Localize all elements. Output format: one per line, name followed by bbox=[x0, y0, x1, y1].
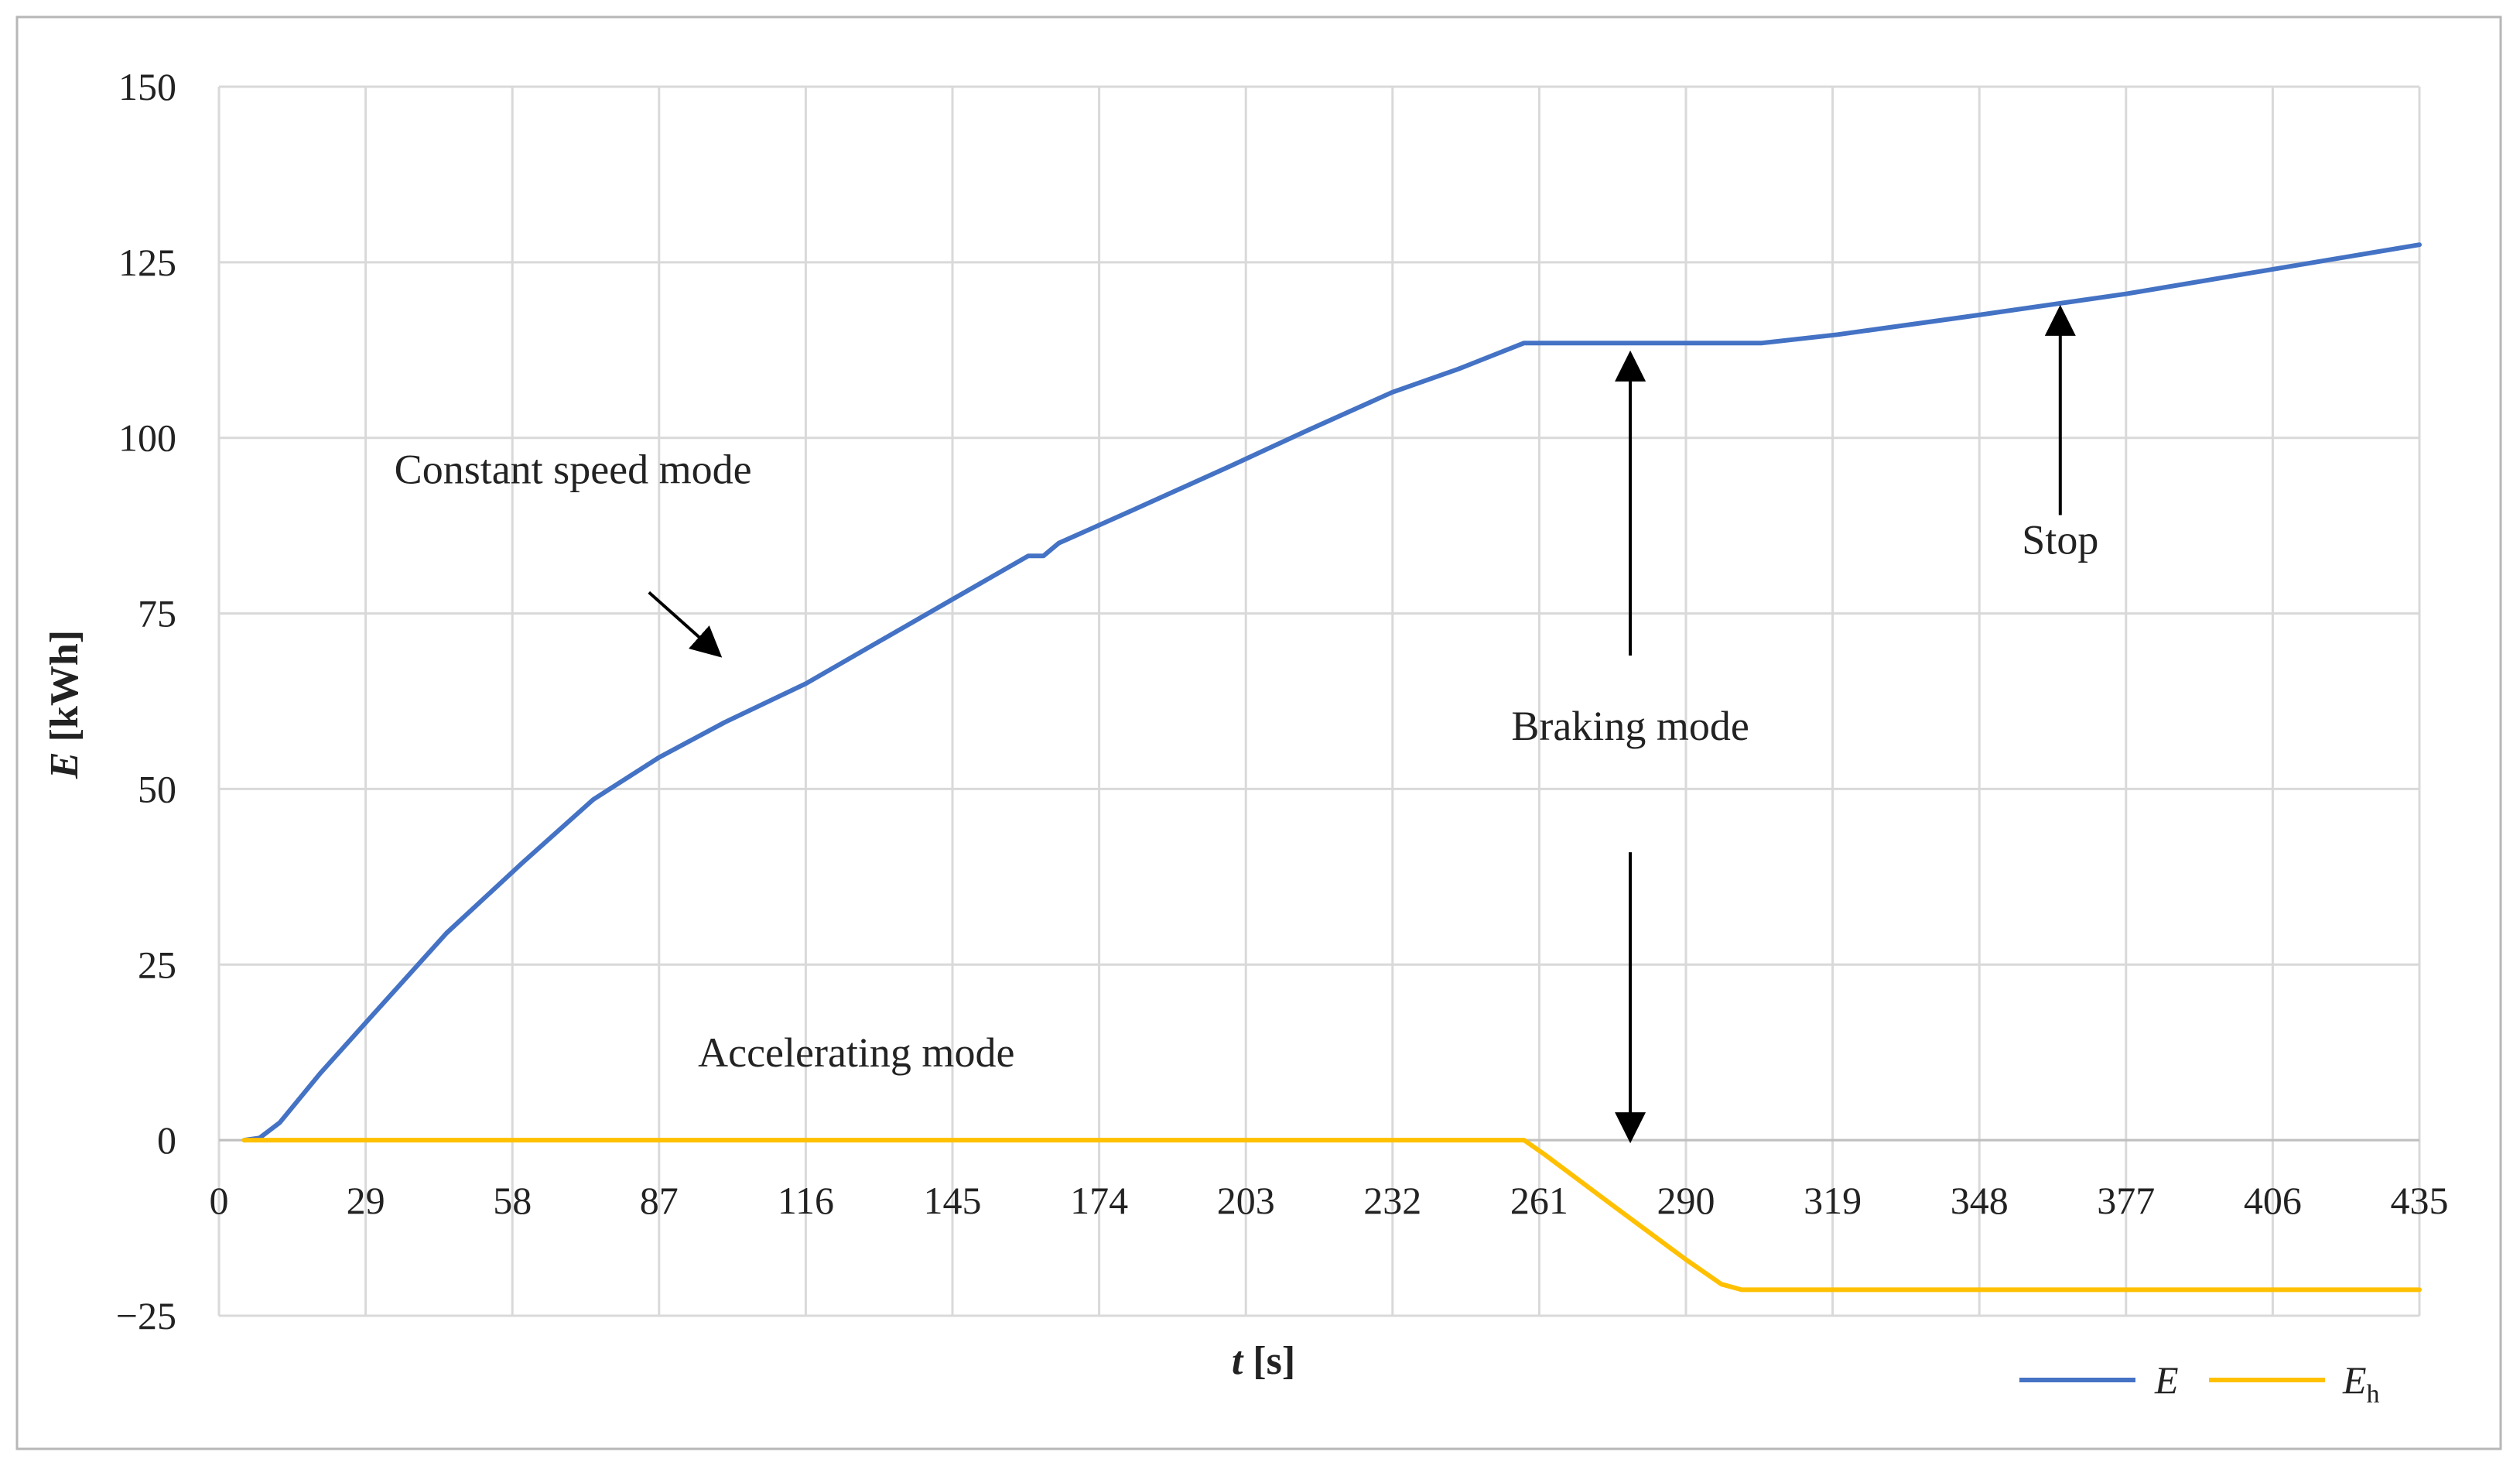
y-tick-label: 100 bbox=[118, 416, 176, 460]
x-tick-label: 203 bbox=[1217, 1179, 1275, 1222]
x-tick-label: 435 bbox=[2391, 1179, 2449, 1222]
series-layer bbox=[241, 242, 2422, 1293]
x-tick-label: 29 bbox=[347, 1179, 385, 1222]
annotation-accelerating-mode-label: Accelerating mode bbox=[698, 1029, 1014, 1076]
x-tick-label: 348 bbox=[1951, 1179, 2009, 1222]
x-tick-label: 232 bbox=[1363, 1179, 1421, 1222]
x-tick-label: 87 bbox=[640, 1179, 679, 1222]
x-tick-label: 290 bbox=[1657, 1179, 1715, 1222]
annotation-stop-label: Stop bbox=[2022, 516, 2098, 563]
x-tick-label: 58 bbox=[493, 1179, 532, 1222]
y-axis-title-symbol: E bbox=[43, 752, 87, 779]
annotation-braking-mode-label: Braking mode bbox=[1511, 703, 1749, 749]
x-axis-title: t [s] bbox=[1232, 1339, 1295, 1383]
y-tick-label: 0 bbox=[157, 1118, 176, 1162]
legend: E Eh bbox=[2019, 1358, 2380, 1409]
series-eh-line bbox=[241, 1138, 2422, 1293]
annotation-constant-speed-mode-label: Constant speed mode bbox=[395, 447, 752, 493]
legend-label-eh: Eh bbox=[2342, 1358, 2380, 1409]
x-tick-label: 319 bbox=[1804, 1179, 1862, 1222]
y-tick-label: 150 bbox=[118, 65, 176, 108]
x-tick-label: 261 bbox=[1510, 1179, 1568, 1222]
x-tick-label: 145 bbox=[924, 1179, 982, 1222]
x-tick-label: 116 bbox=[778, 1179, 834, 1222]
y-tick-label: 75 bbox=[138, 592, 176, 635]
legend-label-eh-base: E bbox=[2342, 1358, 2367, 1402]
y-tick-label: −25 bbox=[116, 1294, 176, 1337]
y-axis-title-unit: [kWh] bbox=[43, 630, 87, 752]
x-tick-label: 0 bbox=[210, 1179, 229, 1222]
legend-label-e: E bbox=[2154, 1358, 2179, 1402]
y-axis-title: E [kWh] bbox=[43, 630, 87, 779]
y-axis-tick-labels: −25 0 25 50 75 100 125 150 bbox=[116, 65, 176, 1337]
y-tick-label: 25 bbox=[138, 943, 176, 986]
x-axis-tick-labels: 0 29 58 87 116 145 174 203 232 261 290 319 348 377 406… bbox=[210, 1179, 2449, 1222]
annotation-constant-speed-mode-arrow bbox=[648, 591, 723, 658]
x-tick-label: 174 bbox=[1070, 1179, 1128, 1222]
x-axis-title-unit: [s] bbox=[1243, 1339, 1295, 1383]
annotations: Constant speed mode Braking mode Stop Accel… bbox=[395, 304, 2098, 1144]
series-e-line bbox=[241, 242, 2422, 1143]
x-tick-label: 377 bbox=[2097, 1179, 2155, 1222]
y-tick-label: 50 bbox=[138, 767, 176, 810]
chart-frame bbox=[15, 15, 2502, 1450]
legend-label-eh-subscript: h bbox=[2367, 1380, 2380, 1409]
y-tick-label: 125 bbox=[118, 241, 176, 284]
x-axis-title-symbol: t bbox=[1232, 1339, 1244, 1383]
x-tick-label: 406 bbox=[2244, 1179, 2302, 1222]
